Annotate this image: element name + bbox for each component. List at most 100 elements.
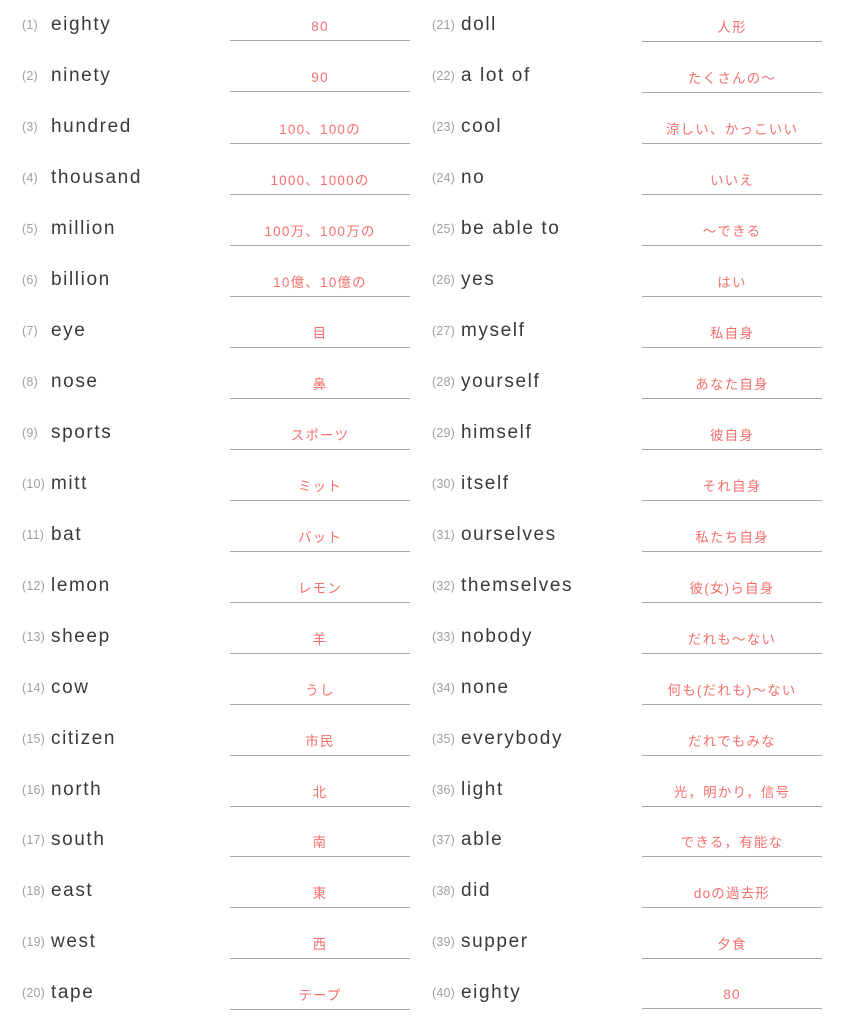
item-number: (22) (432, 69, 456, 84)
english-word: citizen (51, 727, 117, 749)
vocab-row: (16) north 北 (22, 764, 410, 815)
english-word: ourselves (461, 523, 557, 545)
vocab-row: (19) west 西 (22, 917, 410, 968)
english-word: yourself (461, 371, 541, 393)
answer-underline: 鼻 (230, 373, 410, 400)
english-word: million (51, 218, 117, 240)
vocab-row: (5) million 100万、100万の (22, 204, 410, 255)
vocab-row: (32) themselves 彼(女)ら自身 (432, 560, 822, 611)
english-word: thousand (51, 167, 142, 189)
english-word: hundred (51, 116, 132, 138)
english-word: eye (51, 320, 87, 342)
english-word: tape (51, 982, 95, 1004)
answer-underline: 10億、10億の (230, 271, 410, 298)
item-number: (23) (432, 120, 456, 135)
english-word: billion (51, 269, 111, 291)
item-number: (39) (432, 935, 456, 950)
japanese-answer: doの過去形 (693, 886, 771, 902)
item-number: (14) (22, 680, 46, 695)
japanese-answer: 80 (723, 986, 741, 1002)
vocab-row: (20) tape テープ (22, 968, 410, 1019)
vocab-row: (23) cool 涼しい、かっこいい (432, 102, 822, 153)
japanese-answer: 羊 (312, 631, 328, 647)
answer-underline: 市民 (230, 730, 410, 756)
japanese-answer: はい (717, 275, 747, 291)
english-word: south (51, 829, 106, 851)
item-number: (5) (22, 222, 38, 237)
answer-underline: 80 (230, 18, 410, 41)
item-number: (29) (432, 425, 456, 440)
item-number: (26) (432, 273, 456, 288)
answer-underline: 南 (230, 831, 410, 858)
english-word: eighty (461, 982, 522, 1004)
answer-underline: 100、100の (230, 118, 410, 145)
english-word: mitt (51, 472, 89, 494)
answer-underline: 涼しい、かっこいい (642, 118, 822, 145)
english-word: everybody (461, 727, 564, 749)
item-number: (27) (432, 324, 456, 339)
english-word: yes (461, 269, 496, 291)
item-number: (40) (432, 986, 456, 1001)
answer-underline: スポーツ (230, 424, 410, 450)
english-word: nobody (461, 625, 533, 647)
japanese-answer: それ自身 (702, 478, 762, 494)
vocab-row: (2) ninety 90 (22, 51, 410, 102)
answer-underline: いいえ (642, 169, 822, 196)
answer-underline: 目 (230, 322, 410, 349)
answer-underline: あなた自身 (642, 373, 822, 400)
japanese-answer: 鼻 (312, 377, 328, 393)
english-word: able (461, 829, 504, 851)
english-word: himself (461, 421, 533, 443)
english-word: no (461, 167, 486, 189)
vocab-row: (15) citizen 市民 (22, 713, 410, 764)
japanese-answer: 目 (312, 326, 328, 342)
japanese-answer: いいえ (709, 173, 755, 189)
english-word: cool (461, 116, 503, 138)
item-number: (35) (432, 731, 456, 746)
vocab-row: (40) eighty 80 (432, 968, 822, 1019)
answer-underline: 〜できる (642, 220, 822, 247)
japanese-answer: たくさんの〜 (687, 71, 777, 87)
japanese-answer: 西 (312, 937, 328, 953)
item-number: (2) (22, 69, 38, 84)
answer-underline: 1000、1000の (230, 169, 410, 196)
japanese-answer: 100、100の (279, 122, 361, 138)
item-number: (13) (22, 629, 46, 644)
english-word: a lot of (461, 65, 531, 87)
item-number: (24) (432, 171, 456, 186)
vocab-row: (33) nobody だれも〜ない (432, 611, 822, 662)
item-number: (25) (432, 222, 456, 237)
vocab-column-left: (1) eighty 80 (2) ninety 90 (3) hundred … (22, 0, 410, 1019)
vocab-row: (39) supper 夕食 (432, 917, 822, 968)
vocab-row: (37) able できる，有能な (432, 815, 822, 866)
item-number: (6) (22, 273, 38, 288)
answer-underline: テープ (230, 984, 410, 1011)
english-word: nose (51, 371, 99, 393)
japanese-answer: 東 (312, 886, 328, 902)
answer-underline: できる，有能な (642, 831, 822, 858)
answer-underline: 私たち自身 (642, 526, 822, 552)
japanese-answer: 何も(だれも)〜ない (667, 682, 797, 698)
vocab-row: (7) eye 目 (22, 306, 410, 357)
item-number: (38) (432, 884, 456, 899)
vocab-row: (14) cow うし (22, 662, 410, 713)
vocab-row: (13) sheep 羊 (22, 611, 410, 662)
item-number: (34) (432, 680, 456, 695)
vocab-row: (26) yes はい (432, 255, 822, 306)
item-number: (31) (432, 527, 456, 542)
vocab-row: (1) eighty 80 (22, 0, 410, 51)
japanese-answer: ミット (297, 478, 343, 494)
english-word: sheep (51, 625, 111, 647)
english-word: none (461, 676, 510, 698)
vocab-row: (17) south 南 (22, 815, 410, 866)
answer-underline: うし (230, 679, 410, 705)
english-word: supper (461, 931, 529, 953)
answer-underline: 彼自身 (642, 424, 822, 450)
vocab-row: (35) everybody だれでもみな (432, 713, 822, 764)
answer-underline: 100万、100万の (230, 220, 410, 247)
item-number: (19) (22, 935, 46, 950)
english-word: west (51, 931, 97, 953)
vocab-row: (30) itself それ自身 (432, 458, 822, 509)
japanese-answer: 彼自身 (709, 427, 755, 443)
